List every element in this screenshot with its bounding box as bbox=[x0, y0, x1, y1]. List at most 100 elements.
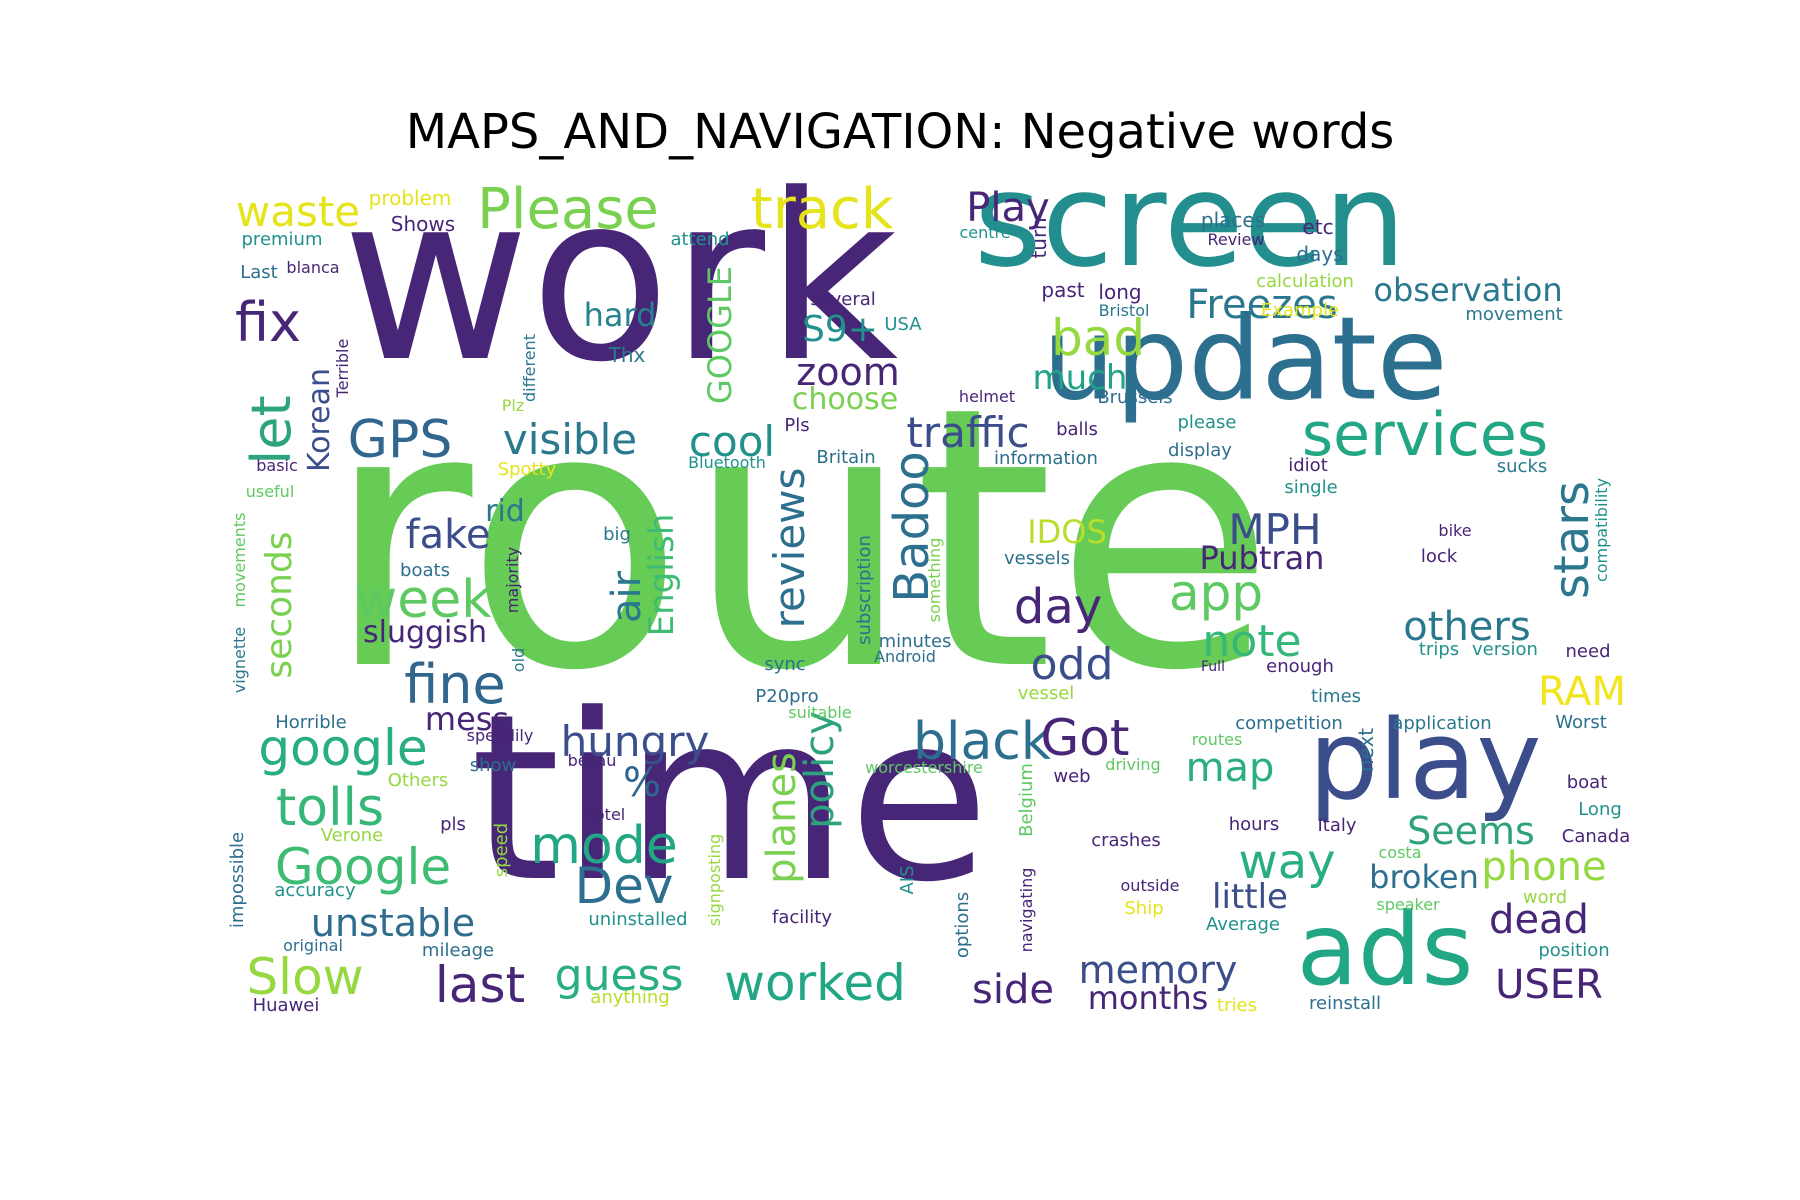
word-choose: choose bbox=[791, 382, 899, 417]
word-britain: Britain bbox=[816, 447, 876, 468]
word-basic: basic bbox=[256, 456, 298, 475]
word-note: note bbox=[1202, 616, 1302, 667]
word-signposting: signposting bbox=[705, 833, 724, 927]
word-play: Play bbox=[966, 185, 1050, 231]
word-outside: outside bbox=[1120, 876, 1180, 895]
word-traffic: traffic bbox=[906, 408, 1030, 457]
word-others: others bbox=[1403, 604, 1531, 650]
word-boat: boat bbox=[1566, 772, 1608, 793]
word-facility: facility bbox=[772, 907, 832, 928]
word-little: little bbox=[1212, 877, 1288, 917]
word-speaker: speaker bbox=[1376, 895, 1440, 914]
word-way: way bbox=[1238, 834, 1336, 890]
word-ais: AIS bbox=[897, 865, 918, 895]
word-gps: GPS bbox=[347, 410, 453, 470]
word-full: Full bbox=[1201, 659, 1225, 675]
word-much: much bbox=[1032, 358, 1128, 398]
word-please: Please bbox=[477, 177, 659, 242]
word-balls: balls bbox=[1056, 419, 1098, 440]
word-bad: bad bbox=[1050, 309, 1146, 367]
word-premium: premium bbox=[241, 229, 323, 250]
word-problem: problem bbox=[368, 186, 452, 210]
word-fix: fix bbox=[235, 291, 301, 354]
chart-title: MAPS_AND_NAVIGATION: Negative words bbox=[405, 104, 1395, 160]
word-sluggish: sluggish bbox=[362, 615, 488, 650]
word-different: different bbox=[520, 334, 539, 402]
word-policy: policy bbox=[797, 711, 843, 829]
word-air: air bbox=[604, 570, 650, 624]
word-costa: costa bbox=[1378, 843, 1422, 862]
word-others: Others bbox=[387, 770, 449, 791]
word-useful: useful bbox=[245, 482, 295, 501]
word-turn: turn bbox=[1027, 217, 1051, 259]
word-places: places bbox=[1200, 208, 1266, 232]
word-tolls: tolls bbox=[275, 778, 385, 838]
word-helmet: helmet bbox=[958, 387, 1016, 406]
word-long: long bbox=[1098, 280, 1142, 304]
word-blanca: blanca bbox=[286, 258, 340, 277]
word-options: options bbox=[952, 891, 973, 959]
word-application: application bbox=[1392, 713, 1492, 734]
word-idiot: idiot bbox=[1288, 455, 1328, 476]
word-show: show bbox=[469, 755, 517, 776]
word-update: update bbox=[1042, 292, 1448, 427]
word-word: word bbox=[1522, 887, 1568, 908]
word-display: display bbox=[1168, 440, 1232, 461]
word-pls: pls bbox=[440, 814, 466, 835]
word-review: Review bbox=[1207, 230, 1265, 249]
word-boats: boats bbox=[400, 560, 450, 581]
word-planes: planes bbox=[759, 752, 805, 884]
word-big: big bbox=[603, 524, 631, 545]
word-huawei: Huawei bbox=[252, 995, 320, 1016]
word-last: last bbox=[434, 956, 526, 1014]
word-week: week bbox=[354, 570, 492, 630]
word-mph: MPH bbox=[1228, 505, 1322, 554]
word-times: times bbox=[1310, 686, 1362, 707]
word-impossible: impossible bbox=[227, 831, 248, 929]
word-information: information bbox=[994, 448, 1098, 469]
word-app: app bbox=[1168, 564, 1264, 622]
word-sucks: sucks bbox=[1496, 456, 1548, 477]
word-google: Google bbox=[274, 838, 452, 896]
word-etc: etc bbox=[1302, 215, 1334, 239]
word-long: Long bbox=[1578, 799, 1622, 820]
word-: % bbox=[622, 760, 662, 806]
word-original: original bbox=[283, 936, 343, 955]
word-dev: Dev bbox=[574, 857, 674, 915]
word-dead: dead bbox=[1489, 897, 1589, 943]
word-memory: memory bbox=[1078, 948, 1238, 992]
word-map: map bbox=[1185, 745, 1275, 791]
word-mess: mess bbox=[424, 700, 510, 738]
word-pubtran: Pubtran bbox=[1199, 539, 1325, 577]
word-bike: bike bbox=[1438, 521, 1472, 540]
word-horrible: Horrible bbox=[275, 712, 347, 733]
word-time: time bbox=[470, 666, 990, 933]
word-cool: cool bbox=[688, 417, 776, 466]
word-trips: trips bbox=[1418, 639, 1460, 660]
word-route: route bbox=[324, 330, 1276, 749]
word-subscription: subscription bbox=[854, 535, 875, 645]
word-plz: Plz bbox=[501, 396, 525, 415]
word-navigating: navigating bbox=[1017, 867, 1036, 953]
word-services: services bbox=[1301, 400, 1549, 470]
word-vignette: vignette bbox=[230, 626, 249, 694]
word-mode: mode bbox=[530, 816, 678, 876]
word-anything: anything bbox=[590, 987, 670, 1008]
word-canada: Canada bbox=[1561, 826, 1631, 847]
word-usa: USA bbox=[884, 314, 922, 335]
word-verone: Verone bbox=[320, 825, 384, 846]
word-vessel: vessel bbox=[1017, 683, 1075, 704]
word-shows: Shows bbox=[390, 212, 456, 236]
word-odd: odd bbox=[1030, 639, 1114, 690]
word-p20pro: P20pro bbox=[755, 686, 819, 707]
word-work: work bbox=[341, 146, 899, 413]
word-broken: broken bbox=[1369, 858, 1479, 896]
word-crashes: crashes bbox=[1091, 830, 1161, 851]
word-observation: observation bbox=[1373, 271, 1563, 309]
word-suitable: suitable bbox=[788, 703, 852, 722]
word-s9: S9+ bbox=[802, 309, 878, 350]
word-sync: sync bbox=[764, 654, 806, 675]
word-google: google bbox=[258, 719, 428, 777]
word-speed: speed bbox=[491, 822, 512, 878]
